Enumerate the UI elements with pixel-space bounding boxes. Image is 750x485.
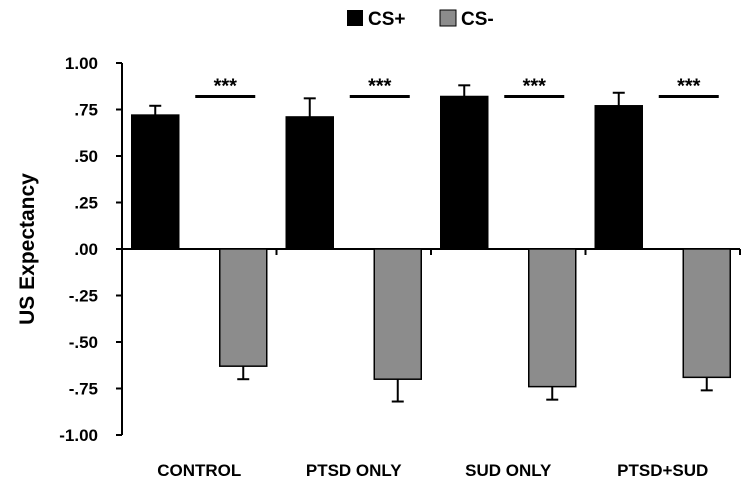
category-label: PTSD ONLY bbox=[306, 461, 402, 480]
significance-label: *** bbox=[214, 75, 238, 97]
bar-cs-plus bbox=[285, 116, 334, 250]
bar-cs-plus bbox=[440, 95, 489, 250]
y-tick-label: .75 bbox=[74, 101, 98, 120]
y-tick-label: .00 bbox=[74, 240, 98, 259]
bar-cs-minus bbox=[219, 248, 268, 367]
legend-label-cs-minus: CS- bbox=[461, 9, 494, 30]
y-tick-label: -.50 bbox=[69, 333, 98, 352]
legend-label-cs-plus: CS+ bbox=[368, 9, 406, 30]
y-tick-label: 1.00 bbox=[65, 54, 98, 73]
legend-swatch-cs-minus bbox=[439, 9, 457, 27]
bar-cs-minus bbox=[373, 248, 422, 380]
bar-cs-minus bbox=[682, 248, 731, 379]
y-tick-label: -.25 bbox=[69, 287, 98, 306]
y-tick-label: .25 bbox=[74, 194, 98, 213]
legend: CS+ CS- bbox=[347, 9, 494, 30]
category-label: SUD ONLY bbox=[465, 461, 552, 480]
significance-label: *** bbox=[523, 75, 547, 97]
y-tick-label: .50 bbox=[74, 147, 98, 166]
plot-area: 1.00 .75 .50 .25 .00 -.25 -.50 -.75 -1.00 *** CONT… bbox=[59, 54, 741, 480]
significance-label: *** bbox=[677, 75, 701, 97]
y-axis-title: US Expectancy bbox=[16, 173, 39, 325]
bar-cs-minus bbox=[528, 248, 577, 388]
bar-cs-plus bbox=[131, 114, 180, 250]
category-label: PTSD+SUD bbox=[617, 461, 708, 480]
legend-swatch-cs-plus bbox=[347, 10, 363, 26]
y-tick-label: -.75 bbox=[69, 380, 98, 399]
significance-label: *** bbox=[368, 75, 392, 97]
y-tick-label: -1.00 bbox=[59, 426, 98, 445]
bar-cs-plus bbox=[594, 105, 643, 250]
category-label: CONTROL bbox=[157, 461, 241, 480]
